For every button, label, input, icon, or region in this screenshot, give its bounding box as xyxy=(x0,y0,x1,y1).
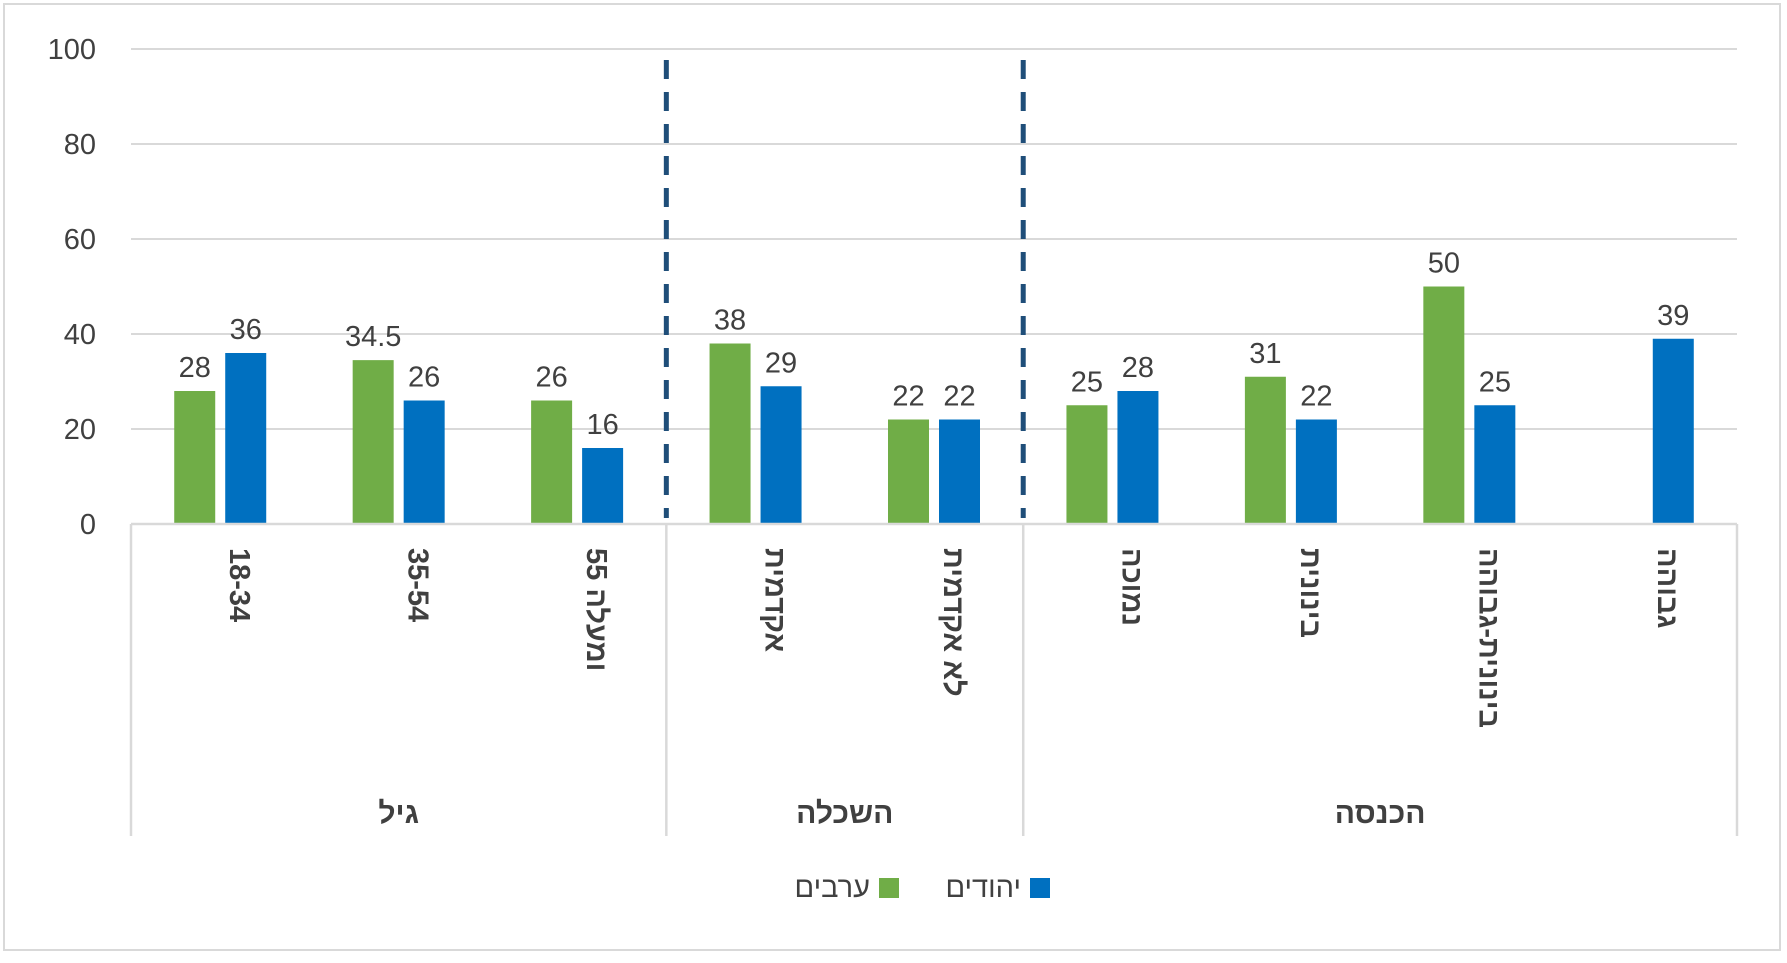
data-label: 22 xyxy=(1300,381,1332,413)
category-label: בינונית xyxy=(1294,548,1326,638)
data-label: 26 xyxy=(408,362,440,394)
legend-swatch xyxy=(1030,878,1050,898)
bar-arabs xyxy=(1066,405,1108,524)
category-label: גבוהה xyxy=(1651,548,1683,629)
data-label: 22 xyxy=(943,381,975,413)
bar-arabs xyxy=(1244,376,1286,524)
category-label: נמוכה xyxy=(1115,548,1147,626)
bar-jews xyxy=(1474,405,1516,524)
data-label: 28 xyxy=(179,352,211,384)
y-tick-label: 100 xyxy=(48,34,96,66)
data-label: 36 xyxy=(230,314,262,346)
category-label: בינונית-גבוהה xyxy=(1472,548,1504,728)
y-tick-label: 20 xyxy=(64,414,96,446)
bar-arabs xyxy=(709,343,751,524)
data-label: 26 xyxy=(535,362,567,394)
bar-jews xyxy=(1295,419,1337,524)
group-label: השכלה xyxy=(796,797,893,830)
bar-jews xyxy=(939,419,980,524)
bar-jews xyxy=(403,400,445,524)
category-label: אקדמית xyxy=(759,548,791,652)
y-tick-label: 40 xyxy=(64,319,96,351)
data-label: 34.5 xyxy=(345,321,401,353)
group-label: גיל xyxy=(378,797,419,830)
bar-arabs xyxy=(174,391,216,524)
bar-jews xyxy=(760,386,802,524)
data-label: 22 xyxy=(892,381,924,413)
data-label: 50 xyxy=(1428,248,1460,280)
y-tick-label: 0 xyxy=(80,509,96,541)
category-label: 55 ומעלה xyxy=(580,548,612,671)
bar-jews xyxy=(1117,391,1159,524)
data-label: 25 xyxy=(1479,366,1511,398)
category-label: לא אקדמית xyxy=(937,548,969,697)
bar-arabs xyxy=(1423,286,1465,524)
data-label: 25 xyxy=(1071,366,1103,398)
bar-arabs xyxy=(888,419,929,524)
group-label: הכנסה xyxy=(1335,797,1426,830)
category-label: 18-34 xyxy=(223,548,255,622)
data-label: 38 xyxy=(714,305,746,337)
legend-swatch xyxy=(879,878,899,898)
data-label: 29 xyxy=(765,347,797,379)
legend-label: ערבים xyxy=(795,872,870,904)
data-label: 39 xyxy=(1657,300,1689,332)
category-label: 35-54 xyxy=(402,548,434,622)
y-tick-label: 60 xyxy=(64,224,96,256)
data-label: 31 xyxy=(1249,338,1281,370)
data-label: 16 xyxy=(586,409,618,441)
bar-arabs xyxy=(352,360,394,524)
bar-jews xyxy=(225,353,267,524)
y-tick-label: 80 xyxy=(64,129,96,161)
legend-label: יהודים xyxy=(945,872,1021,904)
bar-jews xyxy=(582,448,624,524)
bar-jews xyxy=(1652,338,1694,524)
bar-arabs xyxy=(531,400,573,524)
data-label: 28 xyxy=(1122,352,1154,384)
